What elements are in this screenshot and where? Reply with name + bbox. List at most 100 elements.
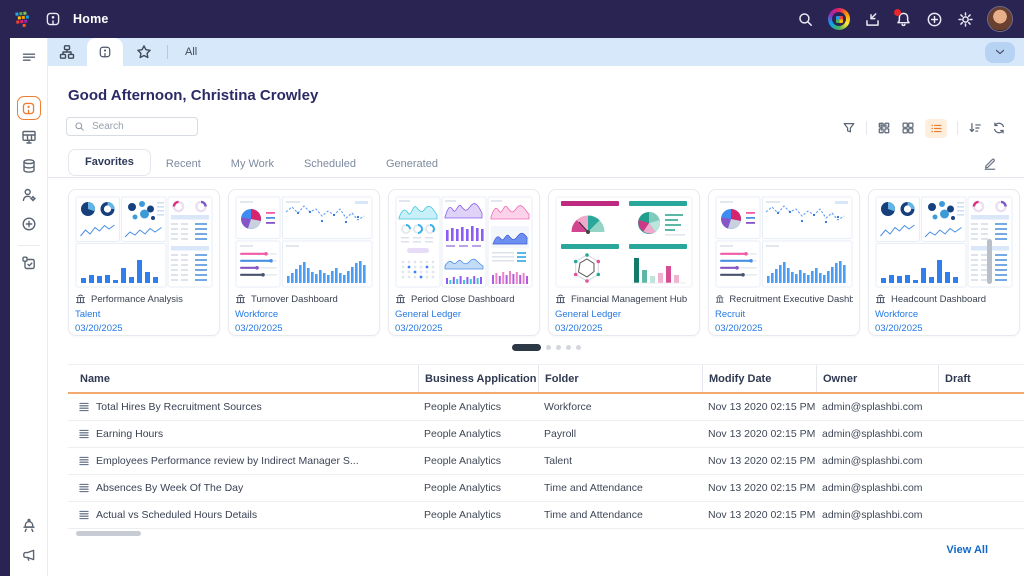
report-icon xyxy=(78,455,90,467)
import-icon[interactable] xyxy=(864,11,881,28)
favorites-star-icon[interactable] xyxy=(136,44,152,60)
thumbnail-scrollbar[interactable] xyxy=(987,239,992,284)
card-title: Turnover Dashboard xyxy=(251,294,338,305)
card-folder-link[interactable]: General Ledger xyxy=(395,309,462,320)
sidebar-item-create[interactable] xyxy=(17,212,41,236)
view-all-link[interactable]: View All xyxy=(946,544,988,556)
card-folder-link[interactable]: Workforce xyxy=(875,309,919,320)
sidebar-item-dashboards[interactable] xyxy=(17,125,41,149)
table-row[interactable]: Earning Hours People Analytics Payroll N… xyxy=(68,421,1024,448)
table-row[interactable]: Total Hires By Recruitment Sources Peopl… xyxy=(68,394,1024,421)
add-new-icon[interactable] xyxy=(926,11,943,28)
cell-name: Total Hires By Recruitment Sources xyxy=(96,401,262,413)
card-title: Recruitment Executive Dashboard xyxy=(729,294,853,305)
dashboard-card[interactable]: Financial Management Hub General Ledger … xyxy=(548,189,700,336)
carousel-dot[interactable] xyxy=(575,345,581,350)
table-row[interactable]: Absences By Week Of The Day People Analy… xyxy=(68,475,1024,502)
cell-owner: admin@splashbi.com xyxy=(822,482,923,494)
search-box[interactable] xyxy=(66,117,198,136)
greeting: Good Afternoon, Christina Crowley xyxy=(68,87,319,104)
splashbi-apps-icon[interactable] xyxy=(828,8,850,30)
tabstrip-divider xyxy=(167,45,168,59)
edit-pencil-icon[interactable] xyxy=(983,157,997,171)
card-date: 03/20/2025 xyxy=(235,323,283,334)
tab-generated[interactable]: Generated xyxy=(385,158,438,170)
tab-recent[interactable]: Recent xyxy=(165,158,201,170)
report-icon xyxy=(78,401,90,413)
cell-business-application: People Analytics xyxy=(424,455,502,467)
notifications-bell-icon[interactable] xyxy=(894,8,912,28)
dashboard-card[interactable]: Period Close Dashboard General Ledger 03… xyxy=(388,189,540,336)
dashboard-card[interactable]: Performance Analysis Talent 03/20/2025 xyxy=(68,189,220,336)
card-date: 03/20/2025 xyxy=(875,323,923,334)
sidebar-divider xyxy=(17,245,40,246)
controls-row xyxy=(48,117,1024,139)
card-date: 03/20/2025 xyxy=(395,323,443,334)
sidebar-item-data[interactable] xyxy=(17,154,41,178)
column-header-draft[interactable]: Draft xyxy=(938,365,1024,392)
table-row[interactable]: Actual vs Scheduled Hours Details People… xyxy=(68,502,1024,529)
small-grid-view-icon[interactable] xyxy=(877,121,891,135)
dashboard-icon xyxy=(76,294,85,304)
chevron-down-icon xyxy=(995,49,1005,55)
carousel-dot[interactable] xyxy=(555,345,561,350)
refresh-icon[interactable] xyxy=(992,121,1006,135)
cell-folder: Workforce xyxy=(544,401,592,413)
cell-folder: Payroll xyxy=(544,428,577,440)
sidebar-item-alerts[interactable] xyxy=(17,514,41,538)
dashboard-thumbnail xyxy=(715,196,853,288)
dashboard-card[interactable]: Recruitment Executive Dashboard Recruit … xyxy=(708,189,860,336)
dashboard-card[interactable]: Turnover Dashboard Workforce 03/20/2025 xyxy=(228,189,380,336)
tab-my-work[interactable]: My Work xyxy=(230,158,274,170)
card-date: 03/20/2025 xyxy=(75,323,123,334)
tab-scheduled[interactable]: Scheduled xyxy=(303,158,356,170)
card-folder-link[interactable]: General Ledger xyxy=(555,309,622,320)
hierarchy-icon[interactable] xyxy=(59,44,75,60)
cell-modify-date: Nov 13 2020 02:15 PM xyxy=(708,482,816,494)
dashboard-card[interactable]: Headcount Dashboard Workforce 03/20/2025 xyxy=(868,189,1020,336)
sidebar-item-apps[interactable] xyxy=(17,251,41,275)
settings-gear-icon[interactable] xyxy=(957,11,974,28)
cell-business-application: People Analytics xyxy=(424,428,502,440)
column-header-modify-date[interactable]: Modify Date xyxy=(702,365,816,392)
filter-funnel-icon[interactable] xyxy=(842,121,856,135)
tab-home[interactable] xyxy=(87,38,123,66)
navbar-right xyxy=(797,7,1024,31)
dashboard-thumbnail xyxy=(75,196,213,288)
view-controls xyxy=(842,117,1006,139)
cell-name: Absences By Week Of The Day xyxy=(96,482,244,494)
list-view-icon[interactable] xyxy=(925,118,947,138)
column-header-owner[interactable]: Owner xyxy=(816,365,938,392)
card-folder-link[interactable]: Workforce xyxy=(235,309,279,320)
search-input[interactable] xyxy=(90,120,189,133)
tab-favorites[interactable]: Favorites xyxy=(68,149,151,176)
carousel-dot[interactable] xyxy=(545,345,551,350)
search-icon[interactable] xyxy=(797,11,814,28)
cell-owner: admin@splashbi.com xyxy=(822,455,923,467)
dashboard-icon xyxy=(876,294,885,304)
table-row[interactable]: Employees Performance review by Indirect… xyxy=(68,448,1024,475)
navbar-left: Home xyxy=(0,9,109,29)
sidebar-item-user-admin[interactable] xyxy=(17,183,41,207)
card-date: 03/20/2025 xyxy=(715,323,763,334)
cell-business-application: People Analytics xyxy=(424,482,502,494)
horizontal-scrollbar[interactable] xyxy=(76,531,141,536)
sort-icon[interactable] xyxy=(968,121,982,135)
card-folder-link[interactable]: Recruit xyxy=(715,309,746,320)
report-icon xyxy=(78,482,90,494)
card-folder-link[interactable]: Talent xyxy=(75,309,101,320)
sidebar-item-announcements[interactable] xyxy=(17,543,41,567)
large-grid-view-icon[interactable] xyxy=(901,121,915,135)
tab-all[interactable]: All xyxy=(185,46,198,58)
carousel-dot-active[interactable] xyxy=(511,344,541,351)
workspace-tabstrip: All xyxy=(48,38,1024,66)
column-header-folder[interactable]: Folder xyxy=(538,365,702,392)
column-header-name[interactable]: Name xyxy=(80,372,110,385)
user-avatar[interactable] xyxy=(988,7,1012,31)
menu-hamburger-icon[interactable] xyxy=(17,45,41,69)
column-header-business-application[interactable]: Business Application xyxy=(418,365,538,392)
carousel-dot[interactable] xyxy=(565,345,571,350)
collapse-chevron-button[interactable] xyxy=(985,41,1015,63)
sidebar-item-home[interactable] xyxy=(16,96,41,120)
